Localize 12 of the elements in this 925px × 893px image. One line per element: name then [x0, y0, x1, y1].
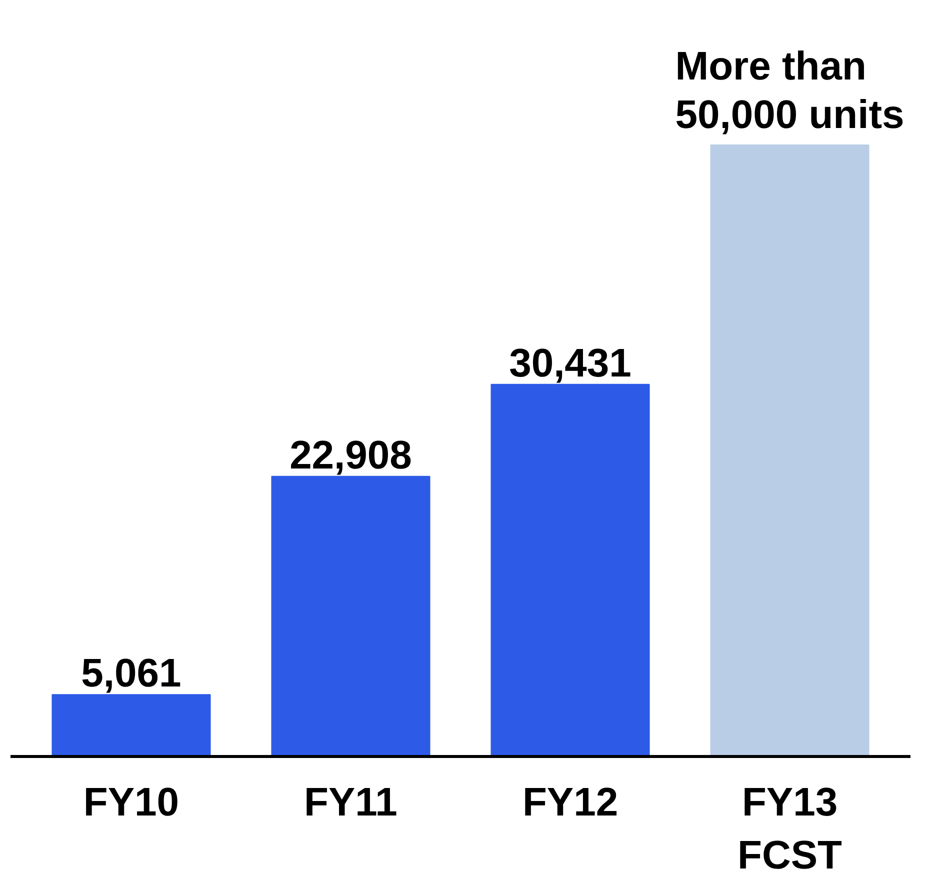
data-label: More than 50,000 units [675, 44, 904, 138]
x-tick-label: FY10 [83, 780, 180, 824]
data-label: 22,908 [290, 433, 412, 478]
x-tick-label: FY13 FCST [738, 780, 842, 878]
bar [490, 384, 650, 756]
x-tick-label: FY12 [522, 780, 618, 824]
x-tick-label: FY11 [304, 780, 398, 824]
data-label: 30,431 [509, 341, 632, 386]
bar [710, 144, 870, 756]
bar [271, 476, 430, 756]
bar [52, 694, 211, 756]
data-label: 5,061 [81, 652, 182, 696]
